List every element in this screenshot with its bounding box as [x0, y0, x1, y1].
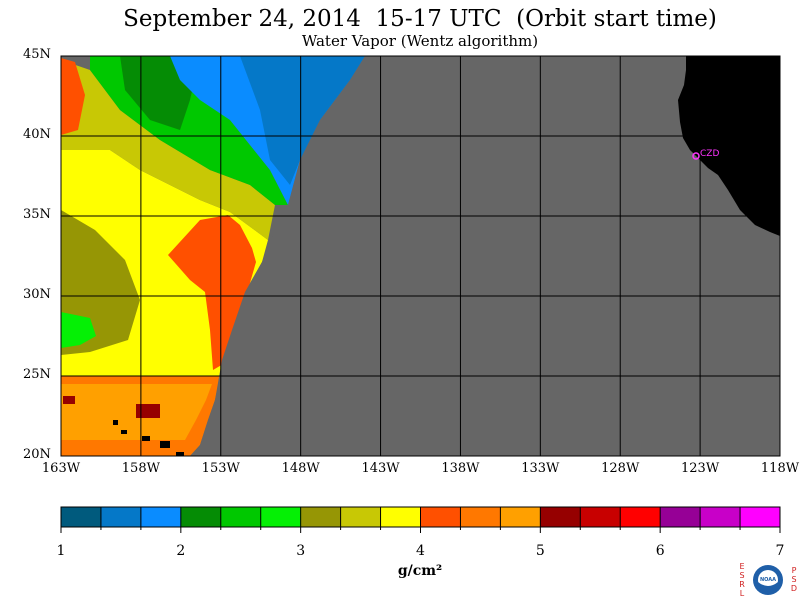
longitude-label: 138W	[441, 461, 480, 476]
longitude-label: 128W	[601, 461, 640, 476]
map-title: September 24, 2014 15-17 UTC (Orbit star…	[123, 6, 717, 32]
vapor-band-green-west	[61, 312, 96, 348]
colorbar-swatch	[61, 507, 102, 527]
colorbar-swatch	[460, 507, 501, 527]
noaa-esrl-psd-logo: NOAA E S R L P S D	[738, 560, 798, 600]
colorbar-swatch	[540, 507, 581, 527]
logo-letter: S	[791, 575, 797, 584]
colorbar-swatch	[420, 507, 461, 527]
colorbar-swatch	[500, 507, 541, 527]
no-data-swath-edge	[190, 56, 780, 456]
map-plot-area: CZD	[61, 56, 780, 456]
latitude-label: 25N	[23, 367, 51, 382]
colorbar-tick-label: 4	[416, 543, 425, 559]
colorbar-swatch	[100, 507, 142, 527]
colorbar-tick-label: 7	[775, 543, 785, 559]
longitude-label: 163W	[41, 461, 81, 476]
colorbar-swatch	[260, 507, 302, 527]
longitude-label: 133W	[521, 461, 560, 476]
hawaii-islands	[113, 420, 184, 456]
colorbar-swatch	[380, 507, 421, 527]
colorbar-swatch	[740, 507, 781, 527]
colorbar	[60, 506, 781, 533]
svg-text:NOAA: NOAA	[760, 577, 776, 583]
latitude-label: 40N	[23, 127, 51, 142]
lat-lon-grid	[61, 56, 780, 456]
vapor-patch-red-small	[63, 396, 75, 404]
longitude-label: 118W	[760, 461, 800, 476]
colorbar-tick-label: 5	[535, 543, 545, 559]
map-subtitle: Water Vapor (Wentz algorithm)	[301, 32, 539, 50]
latitude-label: 35N	[23, 207, 51, 222]
latitude-label: 45N	[23, 47, 51, 62]
colorbar-tick-label: 6	[655, 543, 665, 559]
colorbar-swatch	[340, 507, 382, 527]
colorbar-tick-label: 2	[176, 543, 186, 559]
map-frame	[60, 55, 781, 457]
longitude-label: 153W	[201, 461, 240, 476]
vapor-band-blue-dark	[240, 56, 365, 185]
logo-letter: S	[739, 571, 745, 580]
vapor-band-orange-northwest	[61, 58, 85, 135]
vapor-patch-red	[136, 404, 160, 418]
land-north-america	[678, 56, 780, 236]
colorbar-swatch	[300, 507, 342, 527]
logo-letter: E	[739, 562, 745, 571]
longitude-label: 148W	[281, 461, 320, 476]
colorbar-tick-label: 1	[56, 543, 66, 559]
longitude-label: 158W	[121, 461, 160, 476]
colorbar-swatch	[580, 507, 621, 527]
longitude-label: 143W	[361, 461, 400, 476]
vapor-band-olive-north	[61, 60, 275, 240]
water-vapor-field	[61, 56, 365, 456]
logo-letter: D	[790, 584, 798, 593]
logo-letter: R	[739, 580, 745, 589]
latitude-label: 30N	[23, 287, 51, 302]
colorbar-unit: g/cm²	[397, 563, 443, 579]
logo-letter: P	[791, 566, 797, 575]
colorbar-swatch	[220, 507, 262, 527]
colorbar-tick-label: 3	[296, 543, 306, 559]
colorbar-swatch	[180, 507, 222, 527]
station-marker	[692, 152, 700, 160]
station-label: CZD	[700, 149, 719, 159]
longitude-label: 123W	[681, 461, 720, 476]
logo-letter: L	[739, 589, 745, 598]
colorbar-swatch	[700, 507, 741, 527]
colorbar-swatch	[660, 507, 701, 527]
colorbar-swatch	[140, 507, 182, 527]
latitude-label: 20N	[23, 447, 51, 462]
colorbar-swatch	[620, 507, 661, 527]
